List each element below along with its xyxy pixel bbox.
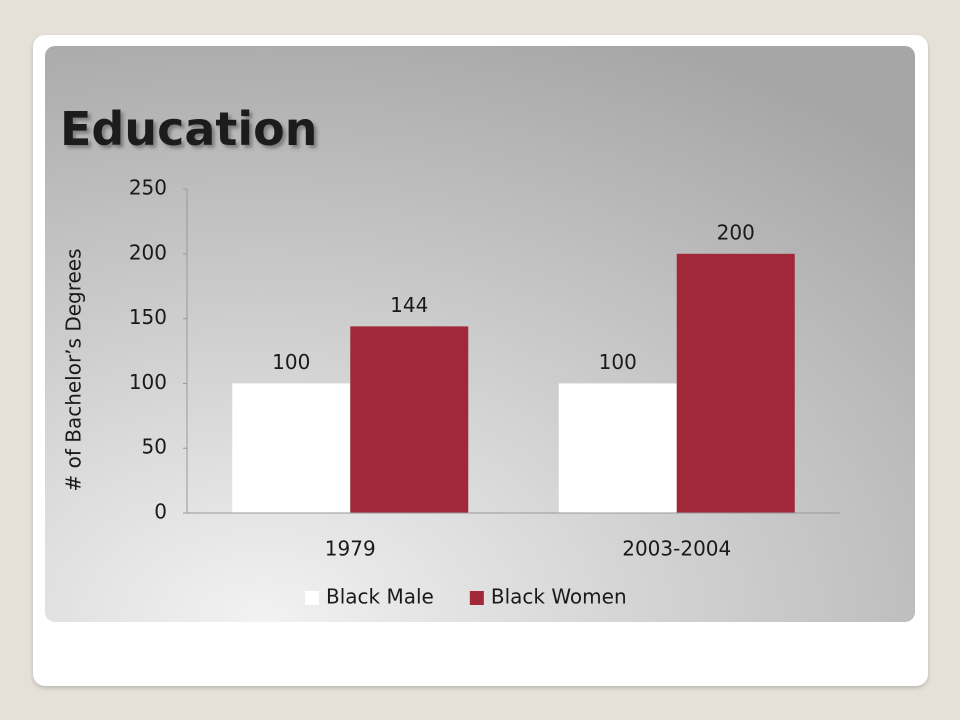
value-label: 100 (599, 350, 637, 374)
y-tick-label: 50 (142, 435, 167, 459)
x-tick-label: 1979 (325, 537, 376, 561)
value-label: 144 (390, 293, 428, 317)
bar (232, 383, 351, 513)
legend-label: Black Women (491, 585, 627, 609)
chart-title: Education (60, 102, 318, 156)
y-tick-label: 0 (154, 500, 167, 524)
y-tick-label: 150 (129, 305, 167, 329)
legend-label: Black Male (326, 585, 434, 609)
x-tick-label: 2003-2004 (622, 537, 731, 561)
bar (350, 326, 469, 513)
value-label: 100 (272, 350, 310, 374)
y-axis-label: # of Bachelor’s Degrees (62, 248, 86, 491)
bar (558, 383, 677, 513)
y-tick-label: 250 (129, 176, 167, 200)
value-label: 200 (717, 220, 755, 244)
bar (676, 253, 795, 514)
legend-swatch (305, 591, 319, 605)
legend-swatch (469, 591, 484, 605)
y-tick-label: 100 (129, 370, 167, 394)
y-tick-label: 200 (129, 240, 167, 264)
